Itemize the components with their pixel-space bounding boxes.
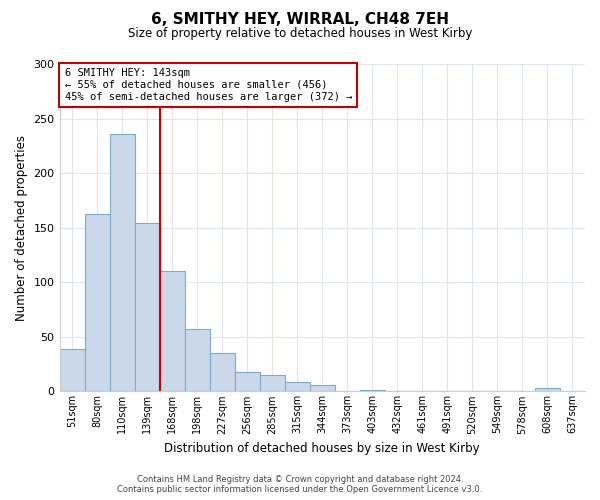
X-axis label: Distribution of detached houses by size in West Kirby: Distribution of detached houses by size … <box>164 442 480 455</box>
Y-axis label: Number of detached properties: Number of detached properties <box>15 134 28 320</box>
Bar <box>235 372 260 392</box>
Text: 6, SMITHY HEY, WIRRAL, CH48 7EH: 6, SMITHY HEY, WIRRAL, CH48 7EH <box>151 12 449 28</box>
Bar <box>85 214 110 392</box>
Bar <box>160 272 185 392</box>
Bar <box>59 349 85 392</box>
Text: Contains HM Land Registry data © Crown copyright and database right 2024.
Contai: Contains HM Land Registry data © Crown c… <box>118 474 482 494</box>
Bar <box>110 134 134 392</box>
Bar <box>310 385 335 392</box>
Text: 6 SMITHY HEY: 143sqm
← 55% of detached houses are smaller (456)
45% of semi-deta: 6 SMITHY HEY: 143sqm ← 55% of detached h… <box>65 68 352 102</box>
Bar <box>134 224 160 392</box>
Text: Size of property relative to detached houses in West Kirby: Size of property relative to detached ho… <box>128 28 472 40</box>
Bar <box>209 353 235 392</box>
Bar <box>535 388 560 392</box>
Bar <box>285 382 310 392</box>
Bar <box>260 375 285 392</box>
Bar <box>360 390 385 392</box>
Bar <box>185 329 209 392</box>
